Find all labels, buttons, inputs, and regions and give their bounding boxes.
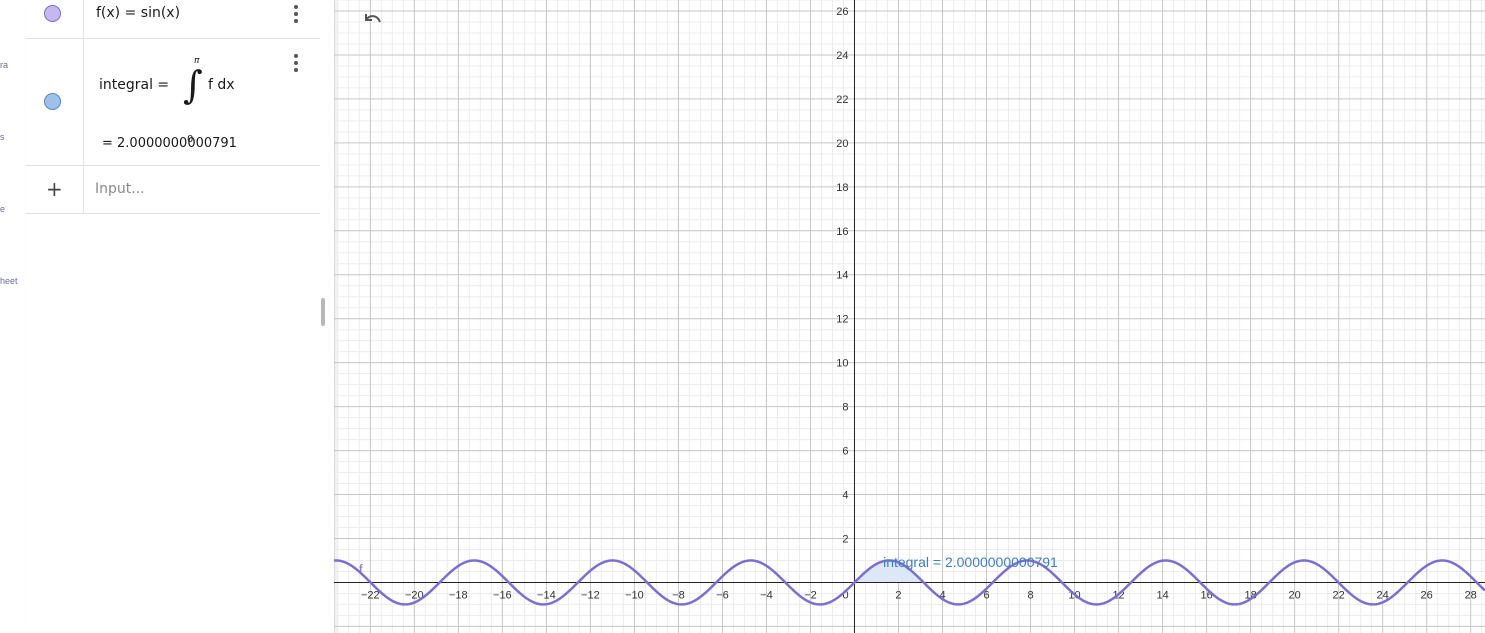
undo-icon[interactable] (360, 8, 384, 32)
y-tick-label: 14 (836, 270, 848, 282)
x-tick-label: −12 (581, 589, 600, 601)
visibility-toggle-f[interactable] (44, 5, 61, 22)
x-tick-label: 26 (1421, 589, 1433, 601)
x-tick-label: 6 (983, 589, 989, 601)
app-menu-rail: ra s e heet (0, 0, 26, 633)
y-tick-label: 22 (836, 94, 848, 106)
x-tick-label: 4 (939, 589, 945, 601)
x-tick-label: 18 (1244, 589, 1256, 601)
input-field[interactable]: Input... (95, 181, 145, 197)
rail-item-tools[interactable]: s (0, 132, 5, 142)
y-tick-label: 18 (836, 182, 848, 194)
function-curve (334, 559, 1485, 606)
x-tick-label: −10 (625, 589, 644, 601)
y-tick-label: 8 (842, 402, 848, 414)
y-tick-label: 4 (842, 490, 848, 502)
x-tick-label: −22 (361, 589, 380, 601)
algebra-row-f[interactable]: f(x) = sin(x) (26, 0, 320, 39)
origin-label: 0 (842, 589, 848, 601)
integral-result: = 2.0000000000791 (102, 136, 237, 151)
panel-resize-handle[interactable] (321, 298, 325, 326)
rail-item-table[interactable]: e (0, 204, 6, 214)
visibility-toggle-integral[interactable] (44, 93, 61, 110)
lower-limit: 0 (187, 134, 194, 145)
x-tick-label: 22 (1333, 589, 1345, 601)
x-tick-label: −20 (405, 589, 424, 601)
y-tick-label: 10 (836, 358, 848, 370)
x-tick-label: −14 (537, 589, 556, 601)
row-marker: + (26, 165, 84, 213)
y-tick-label: 26 (836, 6, 848, 18)
algebra-row-integral[interactable]: integral = π ∫ 0 f dx = 2.0000000000791 (26, 38, 320, 166)
x-tick-label: 20 (1289, 589, 1301, 601)
x-tick-label: 14 (1156, 589, 1168, 601)
algebra-input-row[interactable]: + Input... (26, 165, 320, 214)
x-tick-label: −6 (716, 589, 729, 601)
graph-canvas[interactable]: −22 −20 −18 −16 −14 −12 −10 −8 −6 −4 −2 2 4 6 8 10 12 14 1… (334, 0, 1485, 633)
y-tick-label: 12 (836, 314, 848, 326)
upper-limit: π (194, 56, 200, 66)
x-tick-label: −4 (760, 589, 773, 601)
row-marker (26, 38, 84, 165)
integral-sign: ∫ (183, 63, 203, 107)
integrand: f dx (208, 77, 235, 93)
x-tick-label: −2 (804, 589, 817, 601)
x-tick-label: −18 (449, 589, 468, 601)
integral-label: integral = 2.0000000000791 (883, 554, 1058, 570)
row-marker (26, 0, 84, 38)
x-tick-label: −16 (493, 589, 512, 601)
y-tick-label: 2 (842, 533, 848, 545)
algebra-view: f(x) = sin(x) integral = π ∫ 0 f dx = 2.… (26, 0, 335, 633)
more-options-icon[interactable] (291, 4, 301, 26)
rail-item-spreadsheet[interactable]: heet (0, 276, 18, 286)
x-tick-label: 8 (1027, 589, 1033, 601)
more-options-icon[interactable] (291, 53, 301, 75)
x-tick-label: 28 (1465, 589, 1477, 601)
function-label: f (359, 562, 363, 577)
graphics-view[interactable]: −22 −20 −18 −16 −14 −12 −10 −8 −6 −4 −2 2 4 6 8 10 12 14 1… (334, 0, 1485, 633)
y-tick-label: 24 (836, 50, 848, 62)
x-tick-label: 2 (895, 589, 901, 601)
x-tick-label: 24 (1377, 589, 1389, 601)
f-definition[interactable]: f(x) = sin(x) (96, 5, 181, 21)
x-tick-label: −8 (672, 589, 685, 601)
y-tick-label: 6 (842, 446, 848, 458)
y-tick-label: 20 (836, 138, 848, 150)
integral-name[interactable]: integral = (99, 77, 170, 93)
y-tick-label: 16 (836, 226, 848, 238)
add-icon[interactable]: + (46, 177, 63, 201)
rail-item-algebra[interactable]: ra (0, 60, 9, 70)
